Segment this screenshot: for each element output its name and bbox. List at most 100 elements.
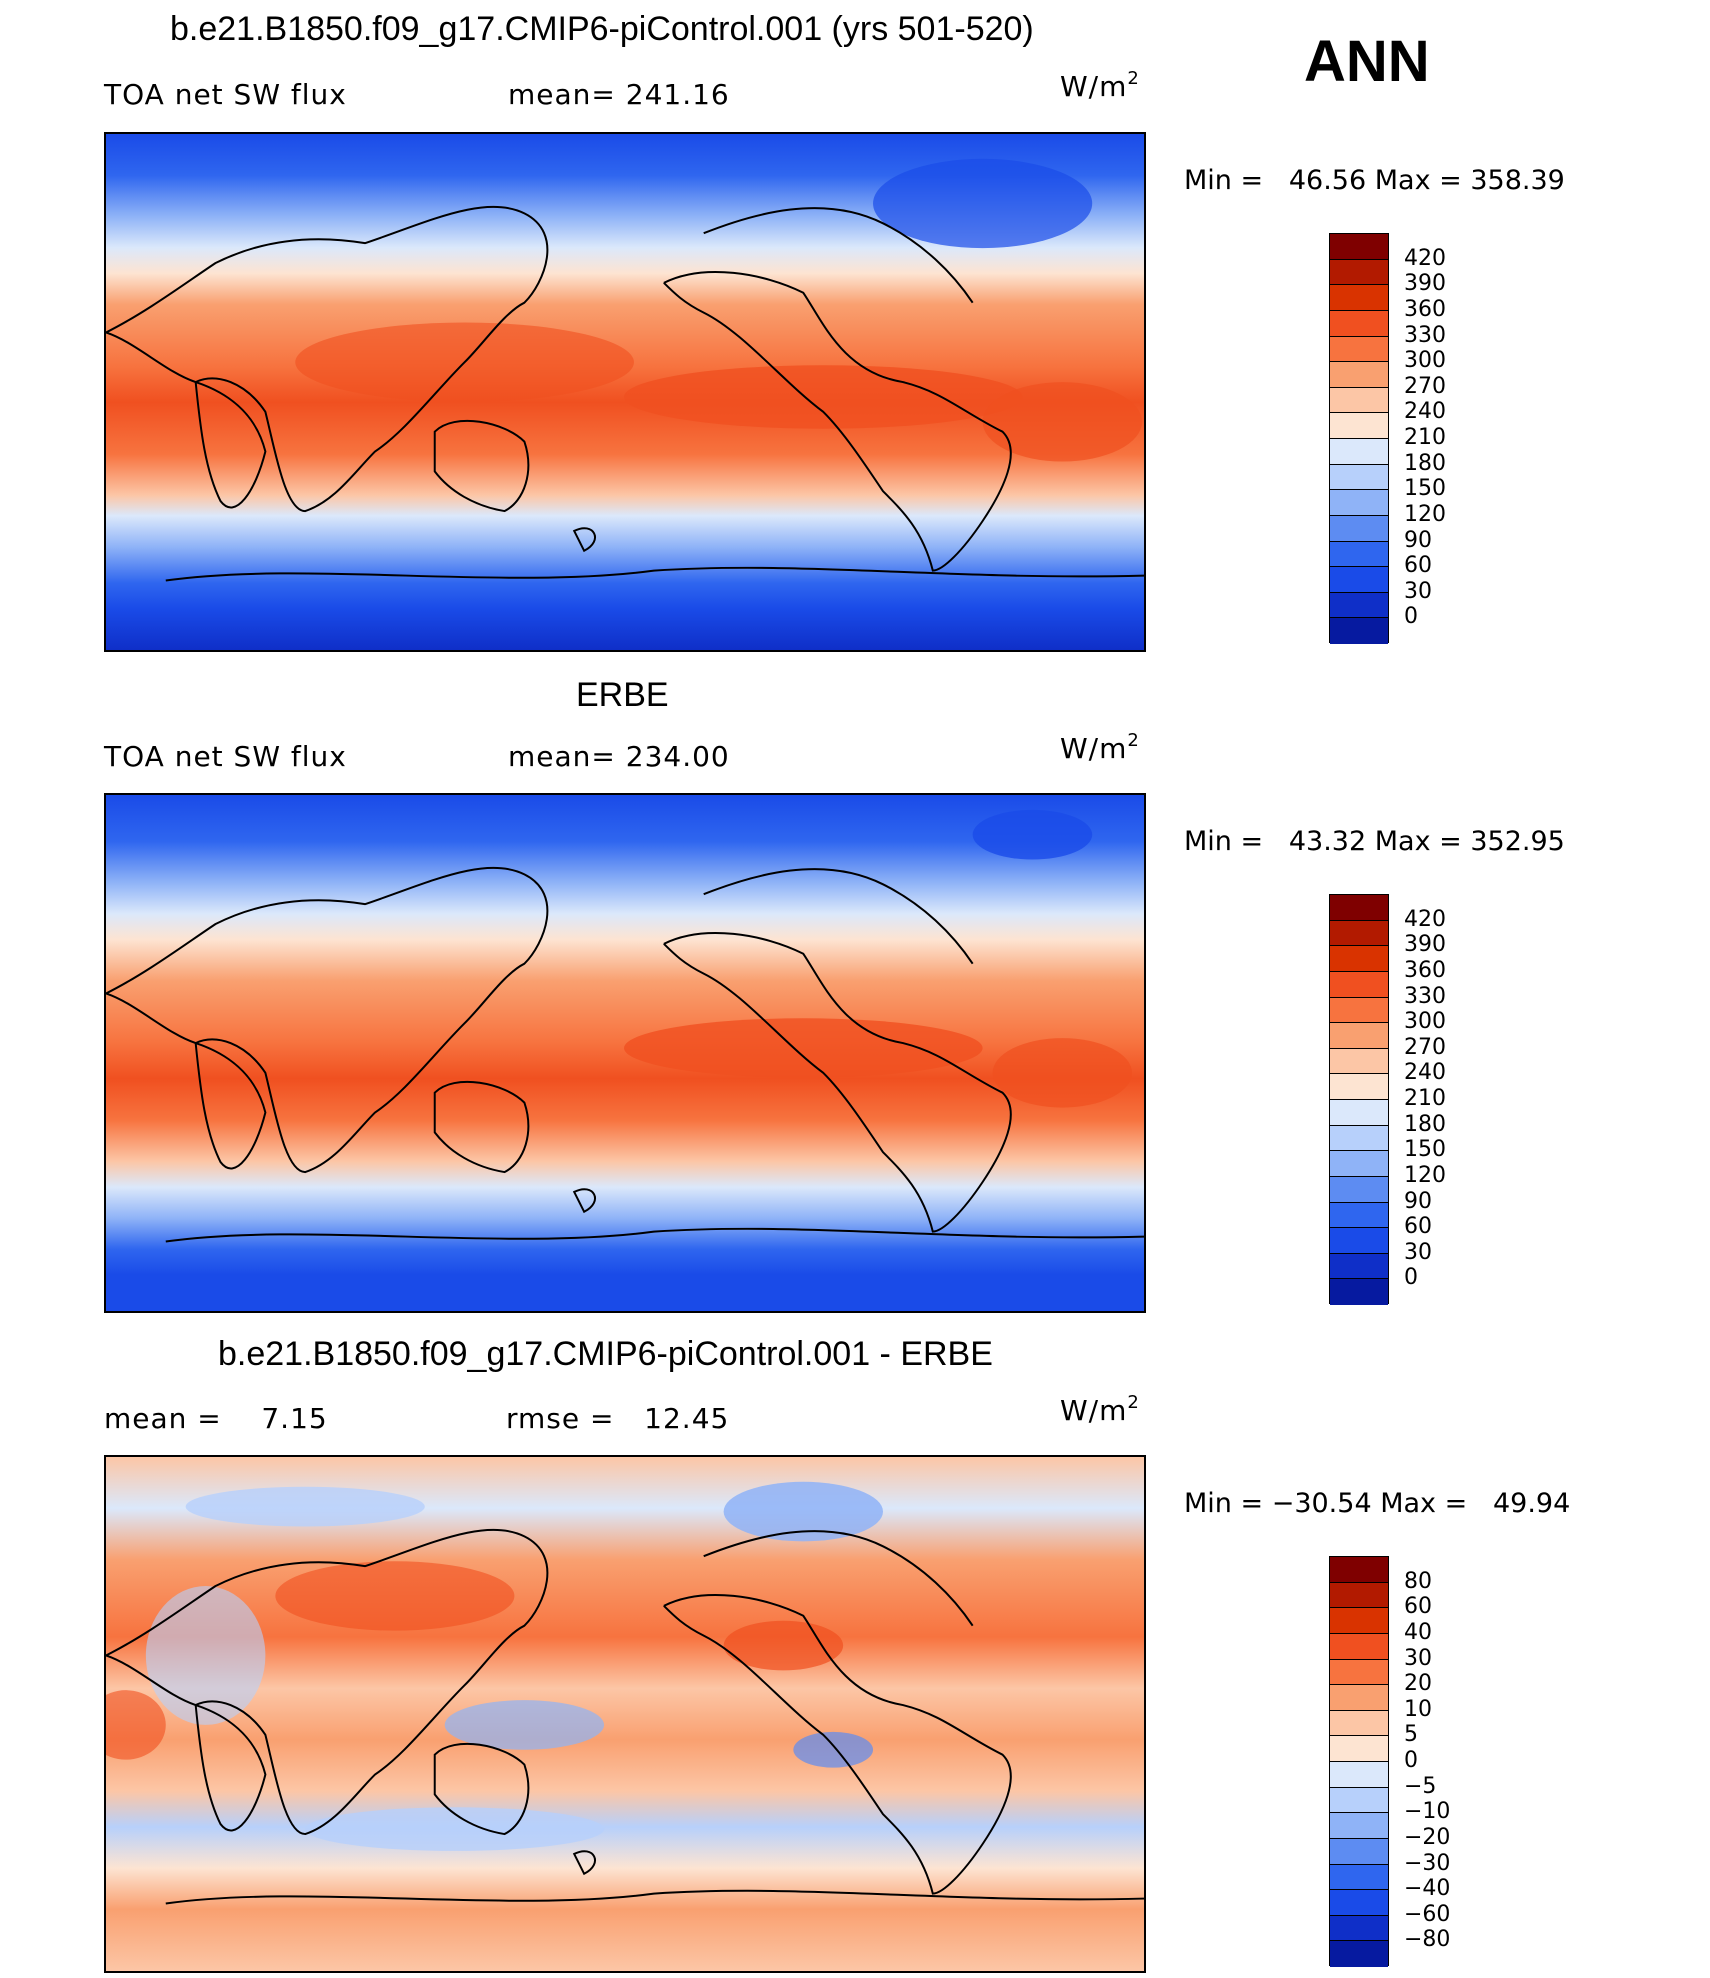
colorbar-tick-label: 360 (1404, 957, 1446, 983)
colorbar-tick-label: 20 (1404, 1671, 1432, 1697)
colorbar-tick-label: 150 (1404, 476, 1446, 502)
colorbar-tick-label: 0 (1404, 1748, 1418, 1773)
colorbar-swatch (1330, 1228, 1388, 1254)
colorbar-swatch (1330, 1048, 1388, 1075)
colorbar-swatch (1330, 336, 1388, 363)
colorbar-tick-label: 60 (1404, 553, 1432, 579)
panel-2-variable: TOA net SW flux (104, 740, 347, 773)
colorbar-swatch (1330, 1762, 1388, 1788)
colorbar-swatch (1330, 234, 1388, 260)
colorbar-swatch (1330, 1736, 1388, 1762)
colorbar-tick-label: 240 (1404, 1060, 1446, 1086)
panel-1-mean: mean= 241.16 (508, 78, 730, 111)
colorbar-tick-label: 420 (1404, 906, 1446, 932)
colorbar-tick-label: 330 (1404, 983, 1446, 1009)
panel-2-units: W/m2 (1060, 730, 1140, 765)
colorbar-tick-label: 120 (1404, 1162, 1446, 1188)
colorbar-swatch (1330, 592, 1388, 619)
colorbar-swatch (1330, 1151, 1388, 1177)
panel-3-minmax: Min = −30.54 Max = 49.94 (1184, 1488, 1571, 1519)
colorbar-swatch (1330, 946, 1388, 972)
panel-3-mean: mean = 7.15 (104, 1402, 328, 1435)
colorbar-swatch (1330, 1608, 1388, 1634)
colorbar-tick-label: 270 (1404, 1034, 1446, 1060)
colorbar-tick-label: −60 (1404, 1901, 1451, 1927)
colorbar-tick-label: 150 (1404, 1137, 1446, 1163)
colorbar-tick-label: 30 (1404, 1645, 1432, 1671)
colorbar-swatch (1330, 1125, 1388, 1152)
colorbar-tick-label: 240 (1404, 399, 1446, 425)
colorbar-swatch (1330, 515, 1388, 542)
colorbar-swatch (1330, 387, 1388, 414)
colorbar-tick-label: 40 (1404, 1619, 1432, 1645)
colorbar-tick-label: 5 (1404, 1722, 1418, 1748)
colorbar-tick-label: 60 (1404, 1214, 1432, 1240)
panel-1-map (104, 132, 1146, 652)
colorbar-tick-label: 90 (1404, 527, 1432, 553)
panel-2-map (104, 793, 1146, 1313)
colorbar-swatch (1330, 920, 1388, 947)
panel-1-colorbar (1329, 233, 1389, 644)
colorbar-swatch (1330, 997, 1388, 1024)
colorbar-tick-label: 30 (1404, 578, 1432, 604)
colorbar-tick-label: 90 (1404, 1188, 1432, 1214)
colorbar-swatch (1330, 1813, 1388, 1839)
colorbar-tick-label: −40 (1404, 1876, 1451, 1902)
colorbar-tick-label: 180 (1404, 1111, 1446, 1137)
colorbar-swatch (1330, 1100, 1388, 1126)
colorbar-swatch (1330, 490, 1388, 516)
colorbar-swatch (1330, 1253, 1388, 1280)
colorbar-tick-label: 390 (1404, 932, 1446, 958)
colorbar-tick-label: 330 (1404, 322, 1446, 348)
colorbar-swatch (1330, 259, 1388, 286)
colorbar-swatch (1330, 1838, 1388, 1865)
colorbar-swatch (1330, 1890, 1388, 1916)
colorbar-swatch (1330, 310, 1388, 337)
colorbar-swatch (1330, 1710, 1388, 1737)
colorbar-tick-label: 30 (1404, 1239, 1432, 1265)
colorbar-swatch (1330, 541, 1388, 568)
colorbar-tick-label: 210 (1404, 425, 1446, 450)
colorbar-swatch (1330, 1582, 1388, 1609)
season-label: ANN (1304, 29, 1430, 94)
panel-2-mean: mean= 234.00 (508, 740, 730, 773)
colorbar-swatch (1330, 1279, 1388, 1305)
colorbar-swatch (1330, 362, 1388, 388)
colorbar-swatch (1330, 1074, 1388, 1100)
panel-3-colorbar (1329, 1556, 1389, 1967)
colorbar-tick-label: −10 (1404, 1799, 1451, 1825)
colorbar-swatch (1330, 971, 1388, 998)
colorbar-swatch (1330, 1023, 1388, 1049)
colorbar-swatch (1330, 618, 1388, 644)
colorbar-swatch (1330, 1176, 1388, 1203)
colorbar-swatch (1330, 464, 1388, 491)
panel-2-title: ERBE (576, 676, 669, 714)
colorbar-tick-label: 420 (1404, 245, 1446, 271)
panel-1-variable: TOA net SW flux (104, 78, 347, 111)
colorbar-tick-label: −30 (1404, 1850, 1451, 1876)
colorbar-tick-label: 0 (1404, 604, 1418, 630)
colorbar-tick-label: −5 (1404, 1773, 1437, 1799)
panel-2-minmax: Min = 43.32 Max = 352.95 (1184, 826, 1565, 857)
colorbar-swatch (1330, 1941, 1388, 1967)
panel-3-rmse: rmse = 12.45 (506, 1402, 730, 1435)
colorbar-tick-label: 10 (1404, 1696, 1432, 1722)
colorbar-swatch (1330, 1787, 1388, 1814)
colorbar-swatch (1330, 1202, 1388, 1229)
colorbar-swatch (1330, 1864, 1388, 1891)
colorbar-swatch (1330, 1685, 1388, 1711)
colorbar-tick-label: 120 (1404, 501, 1446, 527)
colorbar-swatch (1330, 1557, 1388, 1583)
colorbar-tick-label: −20 (1404, 1824, 1451, 1850)
colorbar-tick-label: 390 (1404, 271, 1446, 297)
panel-1-units: W/m2 (1060, 68, 1140, 103)
panel-3-title: b.e21.B1850.f09_g17.CMIP6-piControl.001 … (218, 1335, 993, 1373)
colorbar-swatch (1330, 439, 1388, 465)
panel-1-minmax: Min = 46.56 Max = 358.39 (1184, 165, 1565, 196)
colorbar-tick-label: 300 (1404, 348, 1446, 374)
colorbar-tick-label: 300 (1404, 1009, 1446, 1035)
colorbar-swatch (1330, 1633, 1388, 1660)
panel-2-colorbar (1329, 894, 1389, 1305)
colorbar-tick-label: 60 (1404, 1594, 1432, 1620)
colorbar-tick-label: 0 (1404, 1265, 1418, 1291)
